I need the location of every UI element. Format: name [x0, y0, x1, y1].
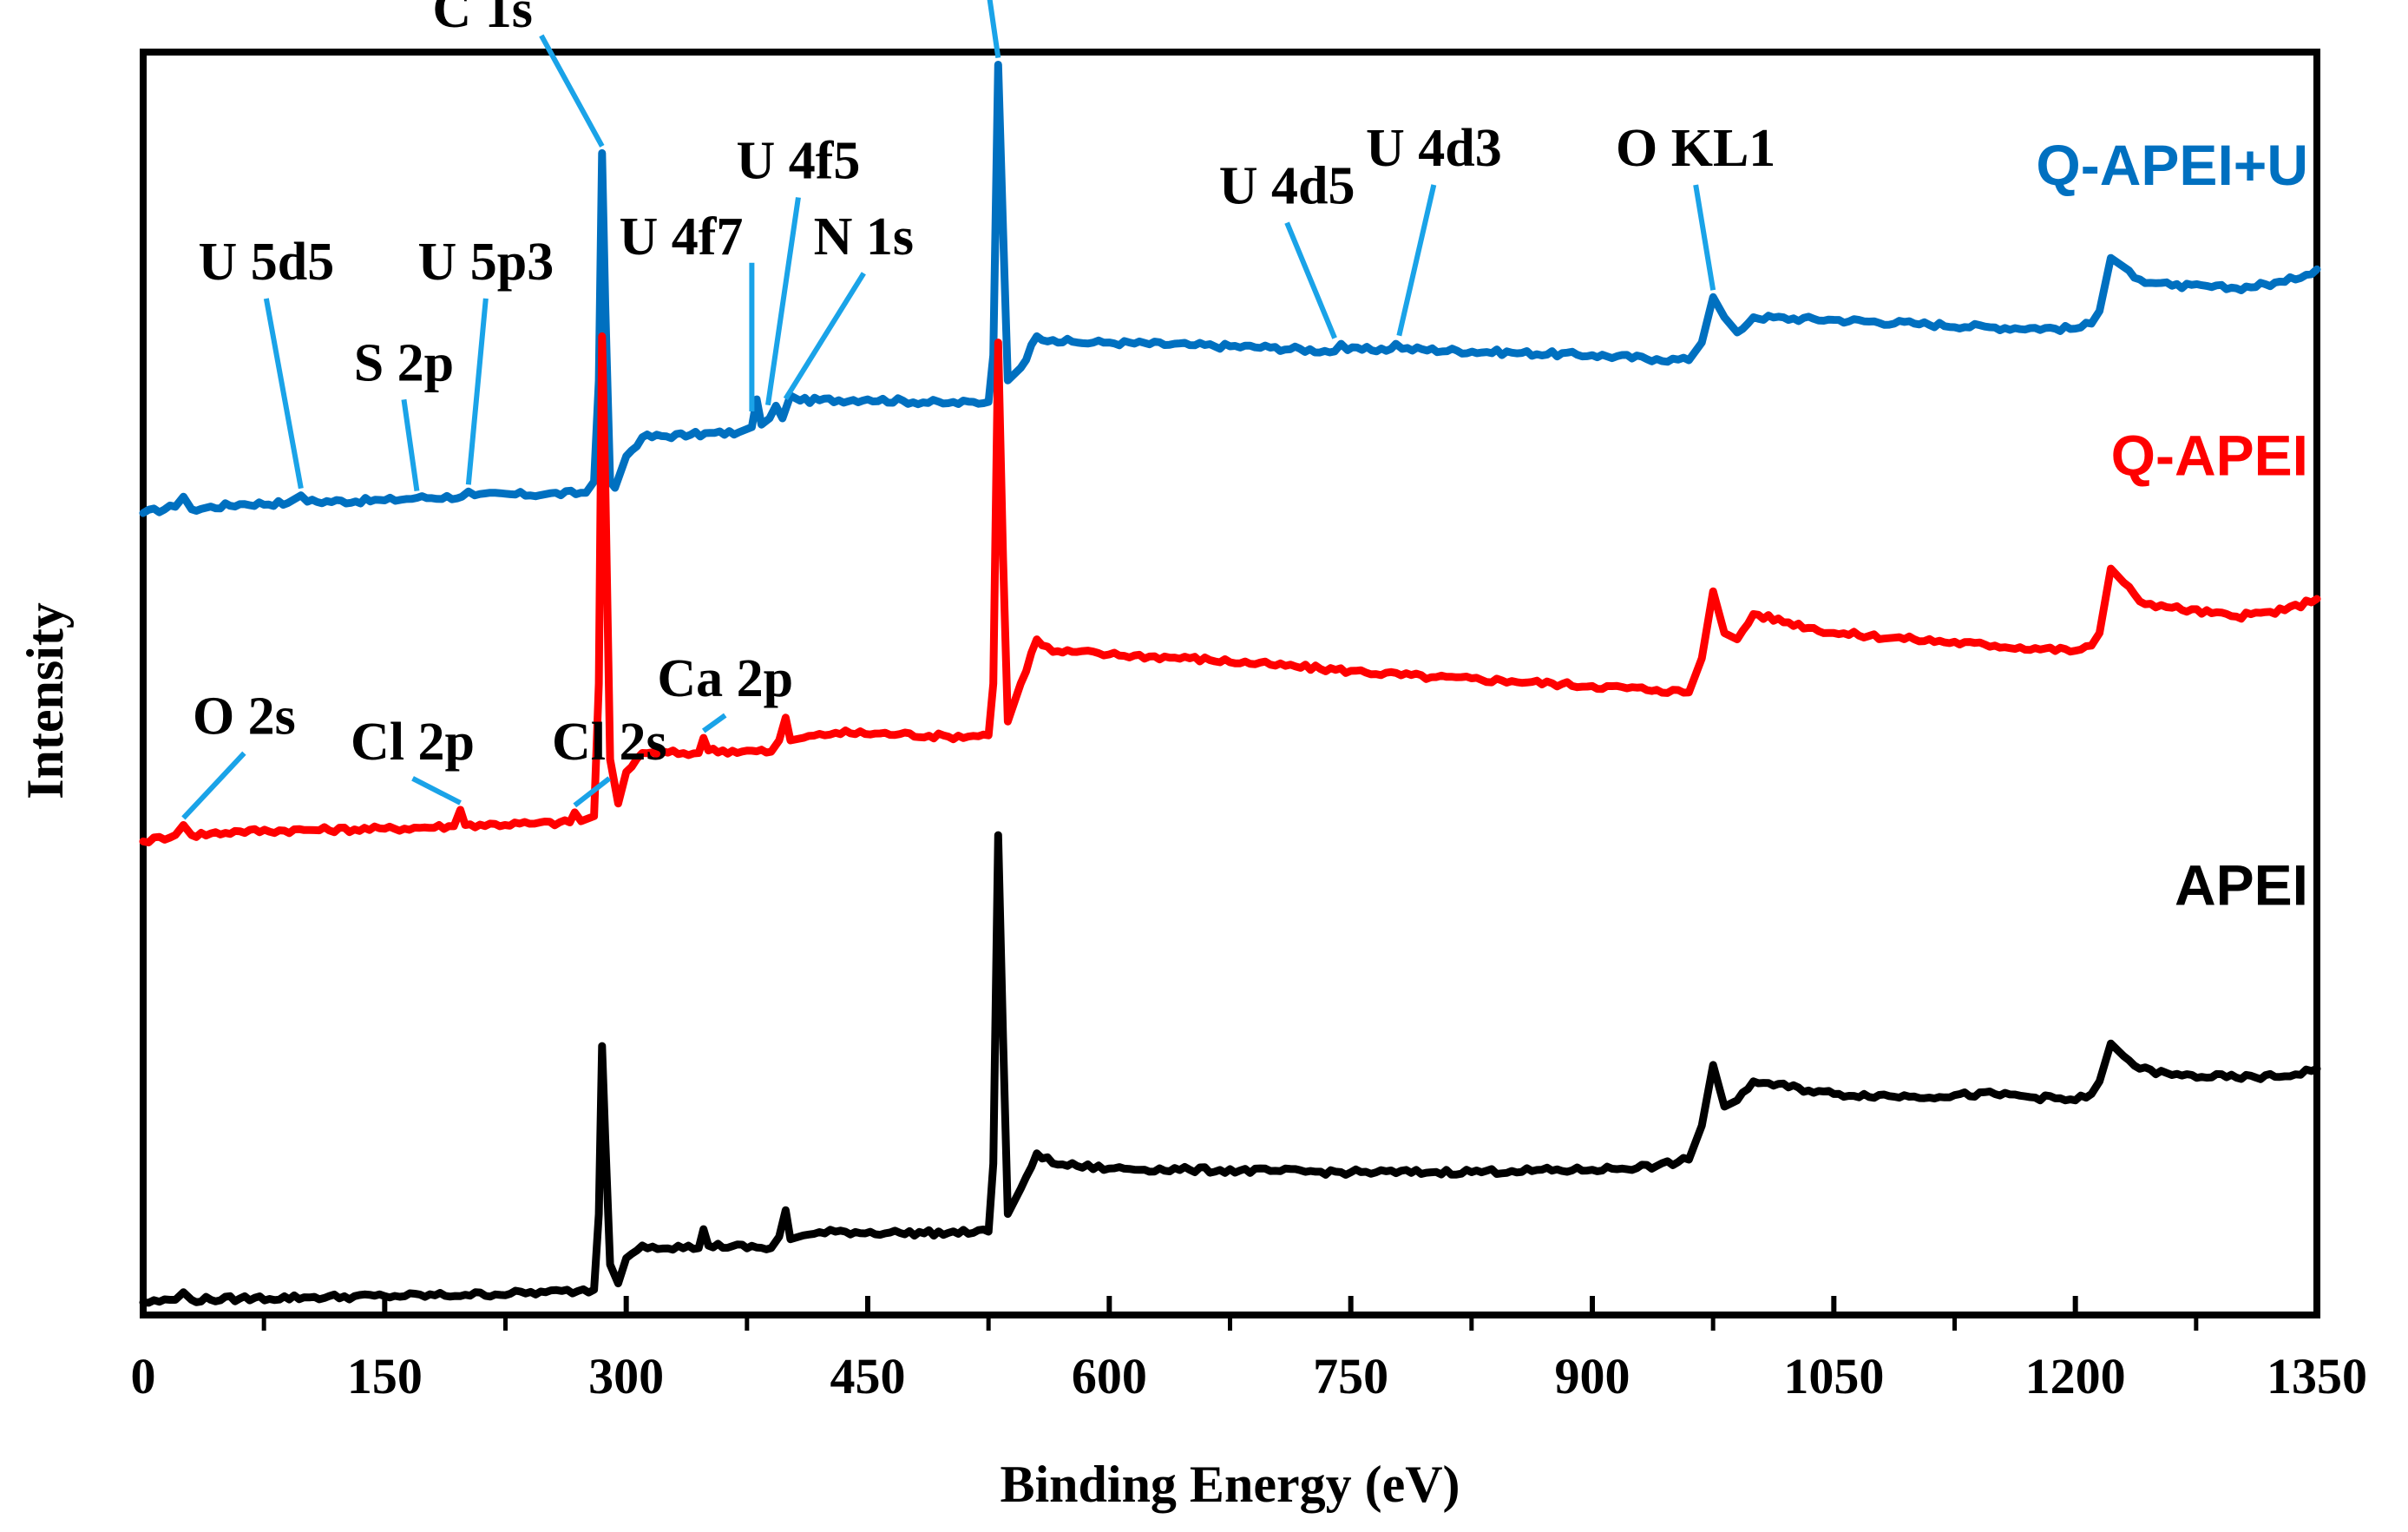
x-tick-label: 1200	[2025, 1348, 2126, 1404]
annotation-label: S 2p	[354, 333, 454, 392]
series-label: Q-APEI+U	[2036, 133, 2308, 197]
x-tick-label: 900	[1555, 1348, 1630, 1404]
x-tick-label: 1350	[2267, 1348, 2367, 1404]
x-axis-label: Binding Energy (eV)	[1000, 1456, 1460, 1513]
series-label: APEI	[2175, 852, 2308, 917]
annotation-label: Ca 2p	[657, 649, 793, 708]
annotation-leader	[1396, 184, 1437, 337]
annotation-leader	[401, 398, 420, 492]
annotation-leader	[1693, 184, 1716, 291]
x-tick-label: 600	[1072, 1348, 1147, 1404]
series-line-q-apei	[139, 332, 2321, 847]
annotation-leader	[701, 713, 727, 733]
annotation-leader	[411, 776, 462, 805]
x-tick-label: 750	[1313, 1348, 1388, 1404]
annotation-label: C 1s	[432, 0, 532, 39]
x-tick-label: 150	[347, 1348, 423, 1404]
annotation-leader	[263, 298, 304, 490]
x-tick-label: 1050	[1783, 1348, 1884, 1404]
annotation-leader	[573, 776, 612, 808]
annotation-label: N 1s	[814, 207, 914, 266]
annotation-leader	[764, 197, 801, 406]
y-axis-label: Intensity	[16, 602, 74, 799]
x-tick-label: 300	[588, 1348, 664, 1404]
annotation-leader	[465, 298, 489, 485]
annotation-leader	[181, 751, 246, 820]
series-line-q-apei-u	[139, 61, 2321, 517]
annotation-label: Cl 2s	[552, 713, 667, 772]
annotation-leader	[1284, 221, 1337, 339]
annotation-label: U 4f5	[736, 132, 860, 191]
series-line-apei	[139, 831, 2321, 1307]
x-tick-label: 0	[131, 1348, 156, 1404]
annotation-label: U 4d5	[1219, 157, 1355, 216]
x-tick-label: 450	[830, 1348, 906, 1404]
annotation-leader	[539, 34, 605, 148]
series-label: Q-APEI	[2111, 424, 2308, 488]
annotation-label: U 5p3	[417, 233, 554, 292]
annotation-label: O 1s	[877, 0, 981, 1]
annotation-label: O 2s	[193, 687, 296, 746]
annotation-label: U 5d5	[198, 233, 334, 292]
annotation-leader	[783, 272, 866, 400]
annotation-label: O KL1	[1616, 119, 1775, 178]
annotation-leader	[987, 0, 1001, 58]
annotation-label: Cl 2p	[351, 713, 475, 772]
annotation-label: U 4d3	[1366, 119, 1502, 178]
annotation-label: U 4f7	[619, 207, 743, 266]
